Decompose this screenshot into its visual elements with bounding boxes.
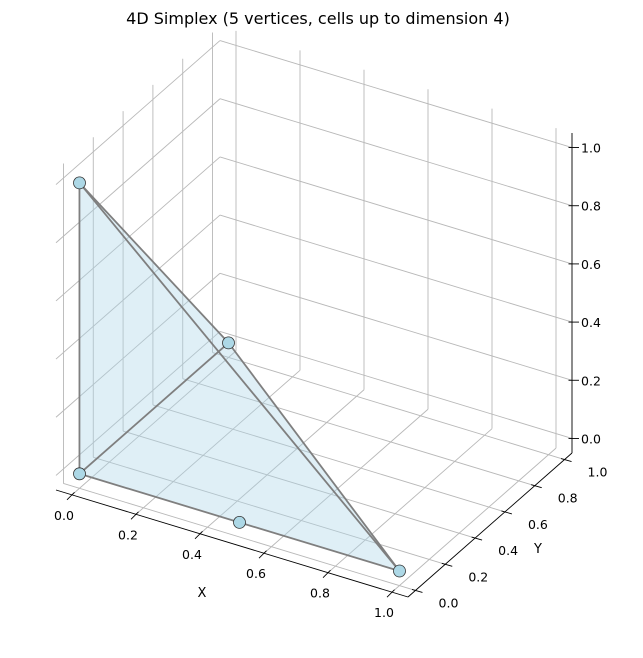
y-tick-label: 0.0: [439, 596, 459, 611]
gridline-y-floor: [122, 430, 476, 539]
z-tick-label: 0.6: [581, 257, 601, 272]
x-tick-label: 0.8: [310, 586, 330, 601]
y-tick-mark: [411, 589, 423, 593]
gridline-y-floor: [182, 378, 535, 487]
x-tick-mark: [130, 511, 139, 520]
simplex-vertex-1: [393, 564, 406, 578]
gridline-x-floor: [263, 408, 429, 554]
y-tick-label: 0.4: [498, 543, 518, 558]
gridline-z-wall-x: [55, 98, 221, 244]
gridline-x-floor: [391, 447, 557, 593]
axes-panes: [56, 26, 572, 597]
x-tick-label: 0.0: [54, 508, 74, 523]
simplex-vertex-4: [233, 516, 246, 529]
x-tick-mark: [322, 569, 331, 579]
y-tick-mark: [471, 536, 483, 541]
simplex-edge-1: [78, 342, 230, 475]
axes-gridlines: [55, 30, 573, 593]
y-tick-label: 0.8: [558, 491, 578, 506]
simplex-face-0: [79, 342, 400, 571]
gridline-y-floor: [152, 404, 506, 513]
gridline-y-floor: [212, 352, 565, 460]
x-axis-label: X: [198, 586, 207, 601]
gridline-z-wall-y: [219, 156, 573, 265]
x-tick-label: 0.2: [118, 527, 138, 542]
x-tick-mark: [194, 530, 203, 540]
axes-ticks: 0.0 0.2 0.4 0.6 0.8 1.0 0.0 0.2 0.4 0.6 0.8 1.0 0.0 0…: [54, 141, 607, 621]
axes-lines: [55, 133, 573, 598]
x-tick-mark: [386, 589, 395, 598]
y-tick-mark: [501, 510, 513, 515]
chart-title: 4D Simplex (5 vertices, cells up to dime…: [126, 9, 510, 28]
gridline-z-wall-y: [219, 272, 573, 381]
simplex-vertex-3: [73, 176, 86, 190]
pane-floor: [56, 346, 572, 597]
simplex-vertices: [73, 176, 406, 578]
y-tick-mark: [441, 562, 453, 567]
gridline-z-wall-x: [55, 214, 221, 360]
gridline-z-wall-y: [219, 331, 573, 439]
gridline-y-floor: [63, 483, 416, 591]
pane-back-x: [56, 26, 220, 490]
z-tick-label: 0.8: [581, 199, 601, 214]
gridline-z-wall-x: [55, 156, 221, 302]
gridline-z-wall-x: [55, 272, 221, 418]
simplex-face-2: [79, 182, 229, 474]
y-axis-line: [407, 452, 573, 598]
z-tick-label: 0.4: [581, 315, 601, 330]
y-tick-mark: [560, 458, 572, 462]
y-tick-mark: [531, 484, 542, 489]
gridline-z-wall-x: [55, 331, 221, 476]
x-tick-mark: [258, 550, 267, 559]
gridline-x-floor: [71, 350, 237, 496]
simplex-edge-4: [78, 182, 401, 572]
gridline-z-wall-y: [219, 98, 573, 207]
gridline-z-wall-y: [219, 214, 573, 323]
simplex-vertex-2: [222, 336, 235, 350]
simplex-edge-5: [78, 182, 230, 344]
x-tick-mark: [66, 492, 75, 501]
simplex-vertex-0: [73, 467, 86, 481]
y-tick-label: 1.0: [588, 465, 608, 480]
gridline-y-floor: [93, 456, 446, 565]
y-tick-label: 0.6: [528, 517, 548, 532]
simplex-edge-3: [227, 342, 401, 572]
x-tick-label: 0.4: [182, 547, 202, 562]
gridline-x-floor: [135, 369, 301, 515]
x-tick-label: 0.6: [246, 566, 266, 581]
pane-back-y: [220, 26, 572, 453]
gridline-z-wall-y: [219, 40, 573, 148]
z-tick-label: 1.0: [581, 141, 601, 156]
gridline-x-floor: [199, 389, 365, 535]
gridline-z-wall-x: [55, 40, 221, 185]
z-tick-label: 0.2: [581, 373, 601, 388]
gridline-x-floor: [327, 428, 493, 574]
y-axis-label: Y: [533, 542, 542, 557]
x-axis-line: [55, 489, 409, 598]
z-tick-label: 0.0: [581, 432, 601, 447]
y-tick-label: 0.2: [468, 569, 488, 584]
x-tick-label: 1.0: [374, 605, 394, 620]
